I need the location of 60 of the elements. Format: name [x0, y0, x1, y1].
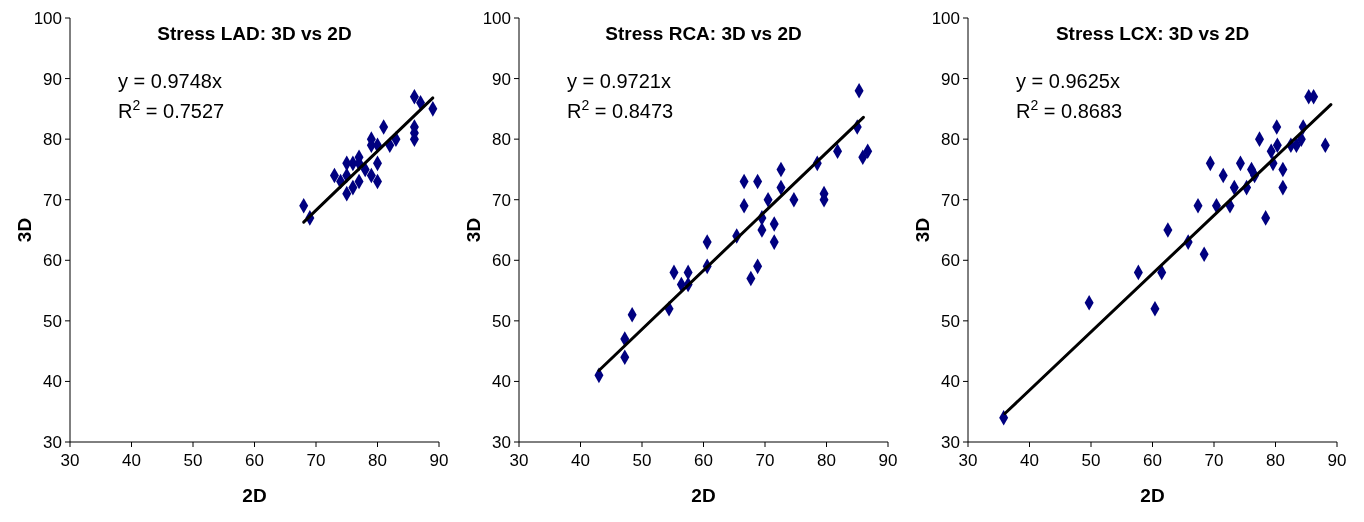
annotation: R$^{2}$ = 0.7527: [118, 97, 225, 122]
y-tick-label: 100: [482, 8, 511, 28]
y-tick-label: 80: [43, 130, 62, 150]
y-tick-label: 40: [492, 372, 511, 392]
annotation: R$^{2}$ = 0.8683: [1016, 97, 1123, 122]
x-tick-label: 30: [509, 451, 529, 470]
x-axis-title: 2D: [242, 485, 267, 506]
x-tick-label: 70: [755, 451, 775, 470]
y-tick-label: 80: [492, 130, 511, 150]
annotation: y = 0.9721x: [567, 70, 671, 92]
chart-title: Stress RCA: 3D vs 2D: [605, 23, 802, 44]
y-tick-label: 90: [492, 69, 511, 89]
x-tick-label: 50: [632, 451, 652, 470]
y-tick-label: 40: [43, 372, 62, 392]
y-tick-label: 100: [33, 8, 62, 28]
x-tick-label: 40: [122, 451, 141, 470]
y-tick-label: 30: [492, 432, 511, 452]
y-tick-label: 70: [492, 190, 511, 210]
y-tick-label: 50: [43, 311, 62, 331]
x-tick-label: 70: [1204, 451, 1224, 470]
x-tick-label: 90: [878, 451, 898, 470]
y-tick-label: 40: [941, 372, 960, 392]
x-tick-label: 80: [1266, 451, 1285, 470]
y-axis-title: 3D: [911, 217, 933, 243]
x-tick-label: 30: [958, 451, 978, 470]
y-tick-label: 80: [941, 130, 960, 150]
x-tick-label: 60: [245, 451, 264, 470]
x-tick-label: 70: [306, 451, 326, 470]
x-tick-label: 90: [429, 451, 449, 470]
y-tick-label: 60: [43, 251, 62, 271]
annotation: y = 0.9748x: [118, 70, 222, 92]
y-tick-label: 100: [931, 8, 960, 28]
y-tick-label: 60: [941, 251, 960, 271]
chart-title: Stress LCX: 3D vs 2D: [1055, 23, 1250, 44]
y-tick-label: 50: [941, 311, 960, 331]
y-tick-label: 70: [43, 190, 62, 210]
y-tick-label: 70: [941, 190, 960, 210]
annotation: R$^{2}$ = 0.8473: [567, 97, 674, 122]
y-axis-title: 3D: [13, 217, 35, 243]
x-tick-label: 50: [183, 451, 203, 470]
x-tick-label: 40: [571, 451, 590, 470]
x-tick-label: 80: [817, 451, 836, 470]
x-axis-title: 2D: [691, 485, 716, 506]
y-tick-label: 50: [492, 311, 511, 331]
x-tick-label: 80: [368, 451, 387, 470]
chart-title: Stress LAD: 3D vs 2D: [157, 23, 352, 44]
annotation: y = 0.9625x: [1016, 70, 1120, 92]
x-tick-label: 90: [1327, 451, 1347, 470]
y-tick-label: 30: [43, 432, 62, 452]
y-tick-label: 90: [941, 69, 960, 89]
x-tick-label: 40: [1020, 451, 1039, 470]
y-tick-label: 30: [941, 432, 960, 452]
y-tick-label: 60: [492, 251, 511, 271]
x-tick-label: 60: [694, 451, 713, 470]
x-tick-label: 60: [1143, 451, 1162, 470]
x-tick-label: 30: [60, 451, 80, 470]
x-tick-label: 50: [1081, 451, 1101, 470]
y-tick-label: 90: [43, 69, 62, 89]
x-axis-title: 2D: [1140, 485, 1165, 506]
y-axis-title: 3D: [462, 217, 484, 243]
